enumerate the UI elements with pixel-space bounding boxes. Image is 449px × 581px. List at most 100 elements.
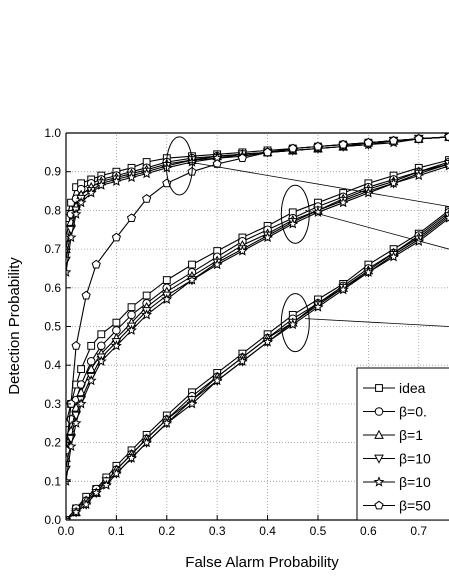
data-point [66, 445, 71, 455]
data-point [388, 177, 399, 188]
data-point [66, 399, 76, 408]
data-point [337, 284, 349, 295]
data-point [76, 387, 86, 397]
legend-entry: β=0. [363, 404, 427, 420]
annotation-leader-line [305, 318, 449, 327]
legend-entry: β=10 [363, 474, 431, 490]
data-point [141, 309, 153, 320]
legend-label: idea [399, 380, 426, 396]
data-point [388, 135, 399, 145]
data-point [66, 231, 77, 243]
data-point [75, 398, 87, 409]
y-tick-label: 0.2 [44, 436, 61, 450]
data-point [86, 363, 97, 373]
y-axis-label: Detection Probability [6, 257, 23, 395]
annotation-ellipse [280, 184, 310, 244]
data-point [362, 266, 374, 277]
data-point [66, 266, 72, 277]
legend-label: β=10 [399, 474, 431, 490]
data-point [142, 291, 151, 300]
data-point [237, 153, 247, 163]
data-point [85, 374, 97, 386]
data-point [162, 276, 171, 284]
series-5 [66, 133, 449, 455]
legend-marker [374, 500, 384, 510]
data-point [288, 143, 298, 153]
data-point [212, 159, 222, 168]
data-point [97, 330, 106, 339]
series-line [66, 136, 449, 261]
data-point [95, 355, 107, 366]
annotation-leader-line [304, 209, 449, 250]
data-point [443, 212, 449, 223]
data-point [142, 193, 152, 203]
legend-entry: β=50 [363, 498, 431, 514]
data-point [70, 208, 82, 219]
data-point [110, 340, 122, 351]
data-point [312, 301, 324, 312]
data-point [186, 274, 198, 285]
x-axis-label: False Alarm Probability [185, 554, 339, 571]
data-point [110, 175, 122, 186]
x-tick-label: 0.4 [259, 524, 276, 538]
data-point [161, 293, 173, 305]
data-point [388, 251, 399, 262]
data-point [75, 196, 87, 208]
y-tick-label: 0.1 [44, 474, 61, 488]
x-tick-label: 0.0 [58, 524, 75, 538]
legend: idea β=0. β=1 β=10 β=10 β=50 [356, 367, 449, 521]
data-point [70, 506, 82, 517]
legend-label: β=10 [399, 451, 431, 467]
y-tick-label: 0.3 [44, 397, 61, 411]
data-point [112, 318, 121, 327]
data-point [338, 139, 348, 149]
y-tick-label: 0.6 [44, 281, 61, 295]
data-point [262, 336, 274, 347]
legend-label: β=50 [399, 498, 431, 514]
data-point [77, 365, 86, 373]
data-point [186, 398, 198, 409]
x-tick-label: 0.5 [310, 524, 327, 538]
data-point [85, 187, 97, 198]
y-tick-label: 0.4 [44, 358, 61, 372]
data-point [188, 260, 196, 269]
y-tick-label: 0.8 [44, 203, 61, 217]
legend-label: β=1 [399, 427, 423, 443]
data-point [66, 514, 72, 520]
data-point [414, 133, 424, 143]
x-tick-label: 0.2 [158, 524, 175, 538]
data-point [287, 218, 299, 229]
y-tick-label: 0.9 [44, 165, 61, 179]
data-point [287, 318, 299, 330]
x-tick-label: 0.7 [410, 524, 427, 538]
data-point [161, 417, 173, 428]
series-line [66, 136, 449, 451]
x-tick-label: 0.1 [108, 524, 125, 538]
data-point [141, 436, 153, 448]
data-point [313, 141, 323, 151]
data-point [443, 160, 449, 171]
data-point [236, 245, 248, 256]
legend-box [356, 367, 449, 521]
annotations [165, 136, 449, 353]
legend-marker [373, 476, 385, 487]
data-point [262, 231, 274, 243]
data-point [70, 417, 82, 428]
data-point [337, 196, 349, 208]
annotation-ellipse [280, 293, 310, 353]
data-point [141, 167, 153, 179]
y-tick-label: 1.0 [44, 126, 61, 140]
data-point [126, 452, 137, 463]
annotation-ellipse [165, 136, 193, 196]
y-tick-label: 0.0 [44, 513, 61, 527]
data-point [80, 498, 92, 510]
data-point [262, 147, 273, 157]
data-point [126, 171, 137, 183]
data-point [127, 303, 136, 312]
y-tick-label: 0.7 [44, 242, 61, 256]
data-point [111, 232, 121, 242]
data-point [91, 259, 101, 269]
annotation-leader-line [188, 161, 449, 207]
data-point [236, 355, 248, 366]
